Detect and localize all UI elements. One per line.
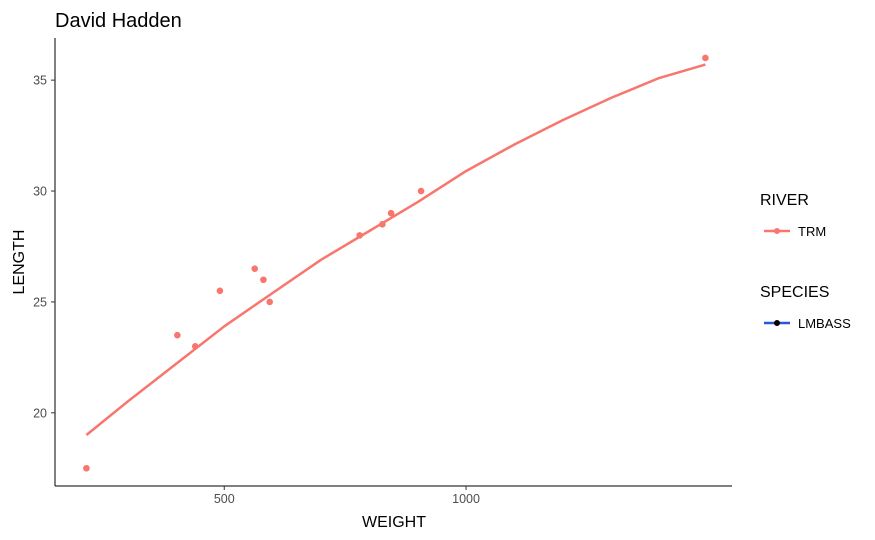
series-layer bbox=[83, 54, 709, 472]
data-point bbox=[379, 220, 386, 228]
legend-label-lmbass: LMBASS bbox=[798, 316, 851, 331]
legend-key-lmbass-point bbox=[774, 320, 780, 326]
chart-title: David Hadden bbox=[55, 10, 182, 32]
data-point bbox=[260, 276, 267, 284]
x-axis-ticks: 500 1000 bbox=[214, 486, 480, 506]
legend-title-river: RIVER bbox=[760, 192, 809, 209]
x-tick-label: 1000 bbox=[452, 492, 480, 506]
data-point bbox=[174, 331, 181, 339]
smooth-line-trm bbox=[85, 63, 706, 436]
legend: RIVER TRM SPECIES LMBASS bbox=[760, 192, 851, 331]
plot-area: 500 1000 20 25 30 35 bbox=[33, 38, 732, 506]
y-tick-label: 30 bbox=[33, 185, 47, 199]
data-point bbox=[702, 54, 709, 62]
data-point bbox=[83, 464, 90, 472]
data-point bbox=[417, 187, 425, 195]
x-axis-title: WEIGHT bbox=[362, 514, 426, 531]
y-axis-ticks: 20 25 30 35 bbox=[33, 74, 55, 420]
legend-label-trm: TRM bbox=[798, 224, 826, 239]
data-point bbox=[387, 209, 395, 217]
data-point bbox=[216, 287, 224, 295]
data-point bbox=[266, 298, 274, 306]
y-axis-title: LENGTH bbox=[11, 230, 28, 295]
x-tick-label: 500 bbox=[214, 492, 235, 506]
y-tick-label: 20 bbox=[33, 406, 47, 420]
legend-title-species: SPECIES bbox=[760, 284, 829, 301]
data-point bbox=[251, 265, 259, 272]
legend-key-trm-point bbox=[774, 228, 780, 234]
y-tick-label: 35 bbox=[33, 74, 47, 88]
data-point bbox=[191, 342, 199, 350]
y-tick-label: 25 bbox=[33, 295, 47, 309]
data-point bbox=[356, 232, 363, 239]
